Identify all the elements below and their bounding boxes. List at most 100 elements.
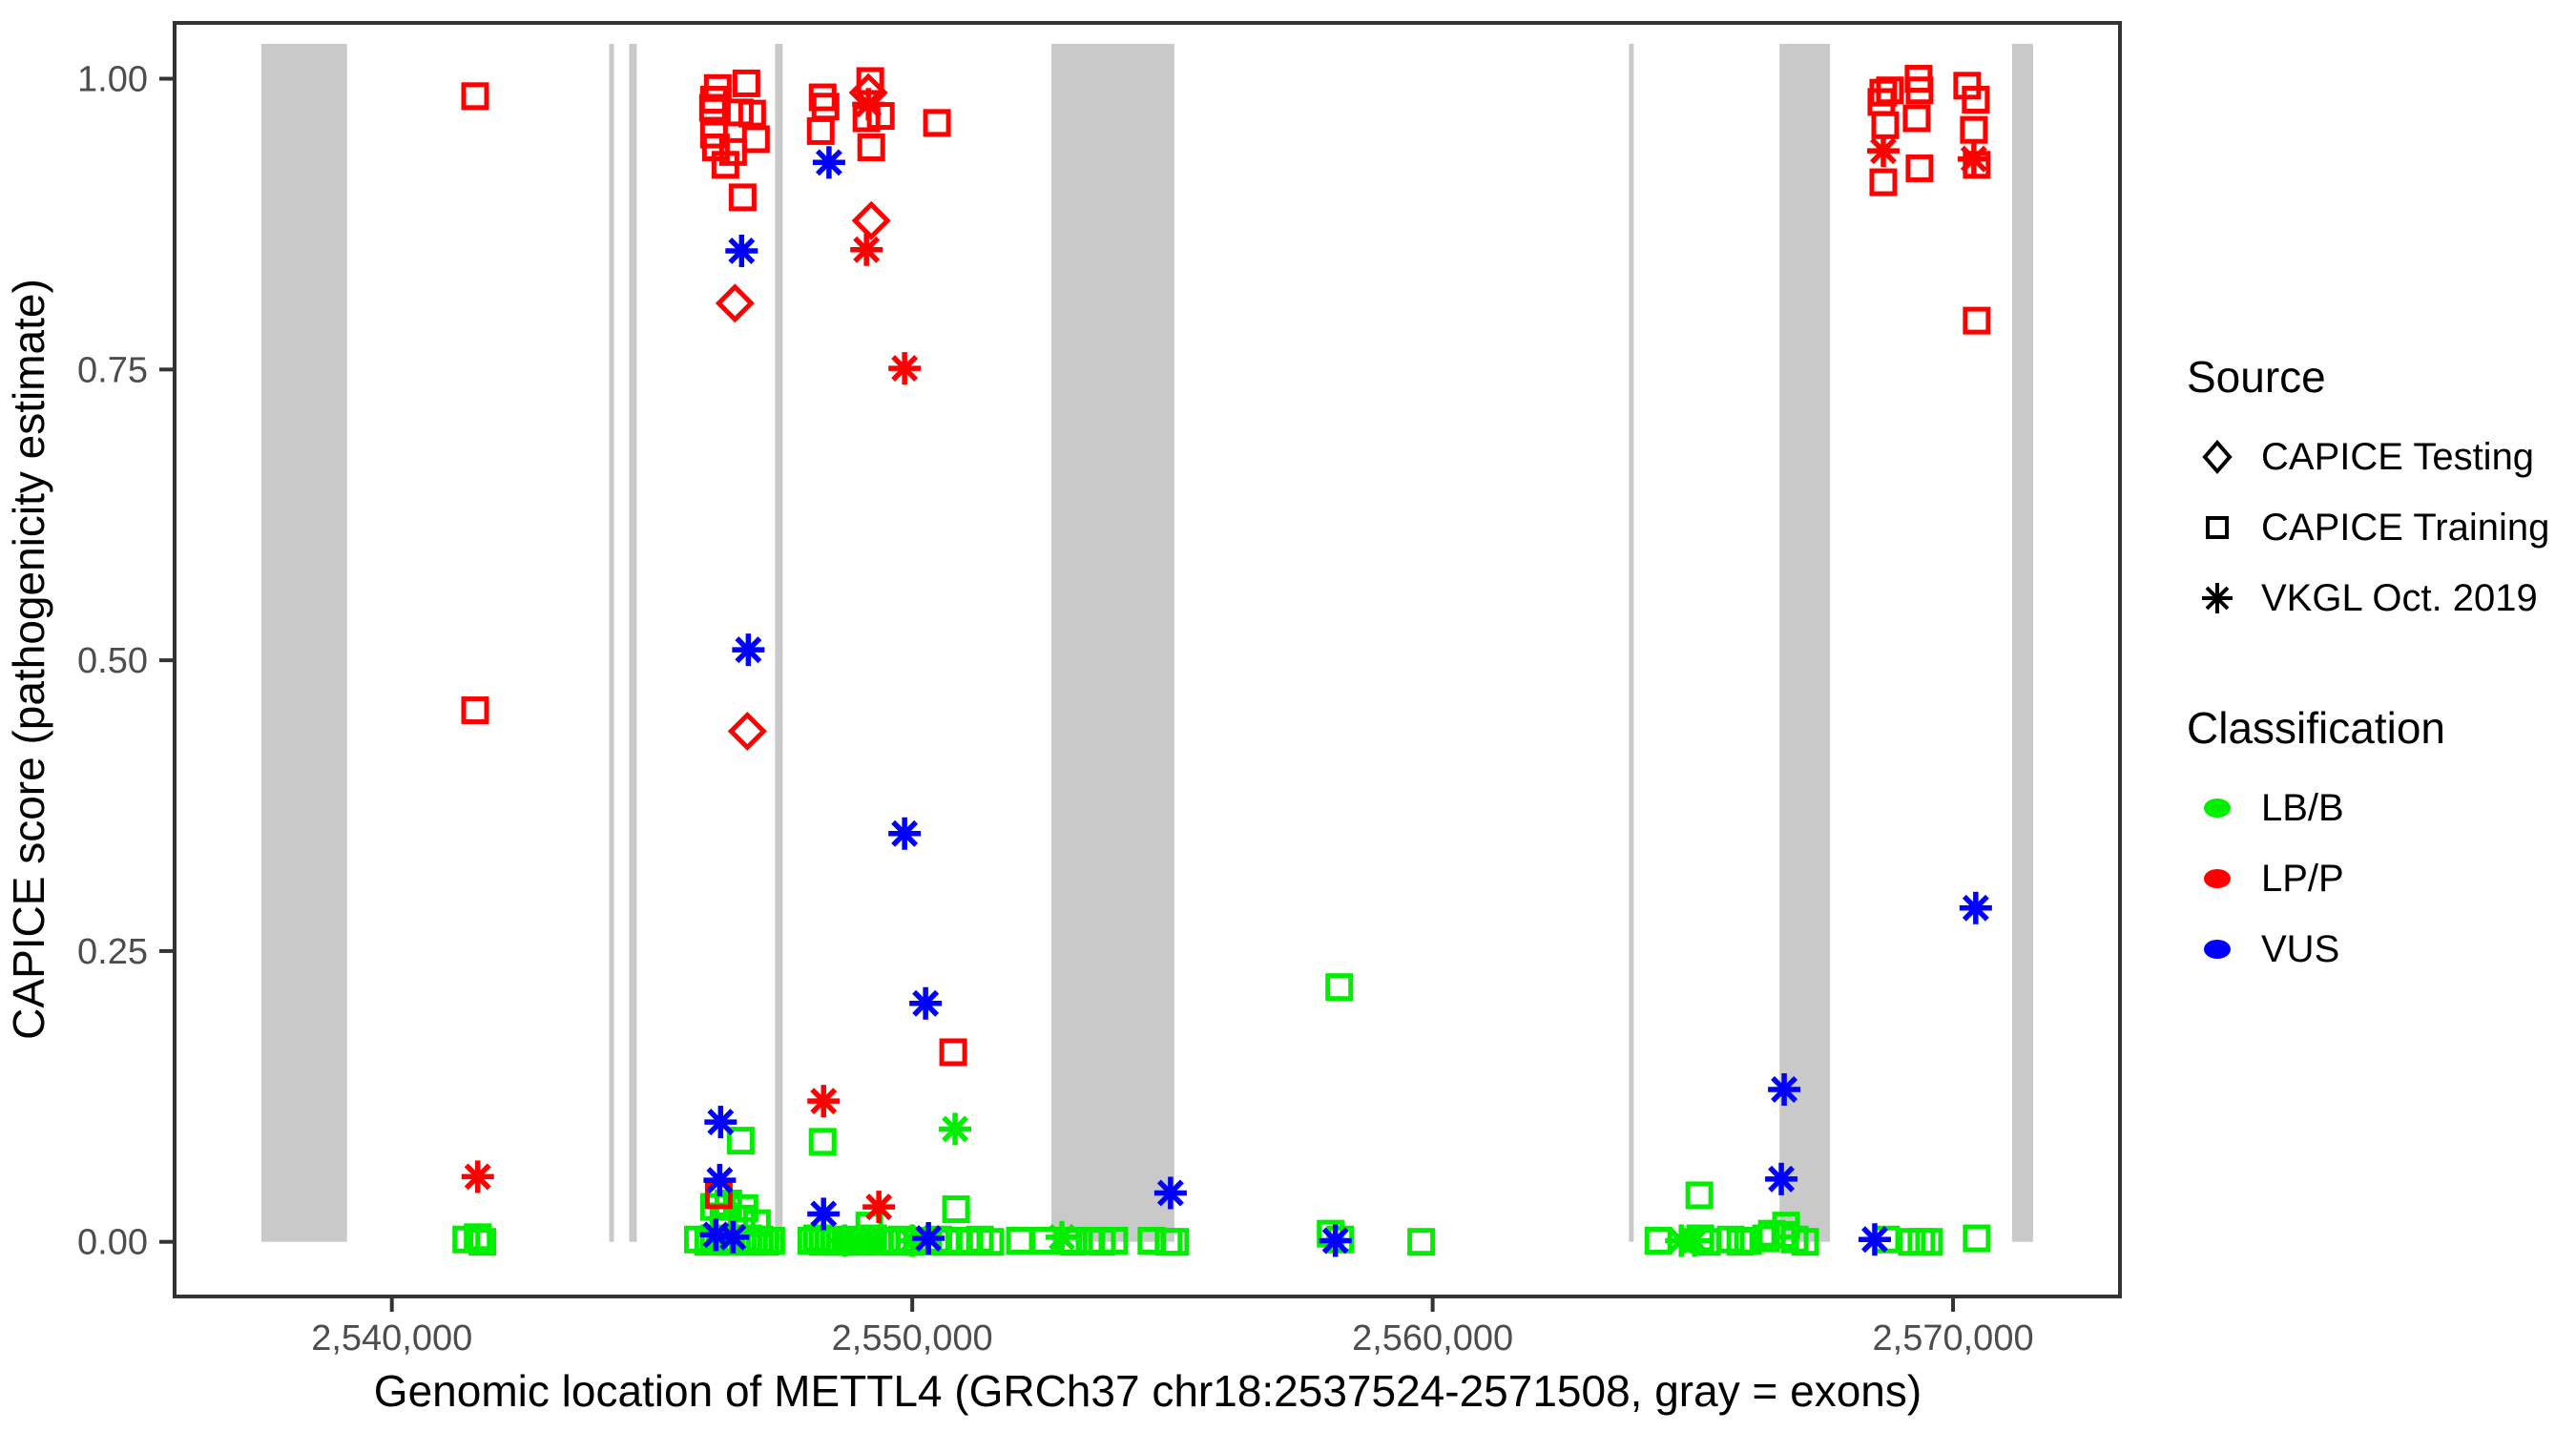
- data-point: [703, 1164, 737, 1197]
- y-tick-label: 0.00: [77, 1223, 148, 1263]
- y-tick-label: 0.25: [77, 932, 148, 972]
- data-point: [1960, 115, 1988, 144]
- data-point: [698, 93, 727, 122]
- legend-source-title: Source: [2187, 352, 2326, 402]
- data-point: [1319, 1224, 1352, 1257]
- data-point: [1963, 151, 1991, 179]
- legend-item-vkgl: VKGL Oct. 2019: [2187, 563, 2568, 633]
- data-point: [1858, 1223, 1891, 1256]
- data-point: [942, 1195, 970, 1224]
- exon-band: [1779, 43, 1831, 1242]
- legend-classification-title: Classification: [2187, 703, 2445, 753]
- legend-item-capice-testing: CAPICE Testing: [2187, 422, 2568, 492]
- data-point: [1686, 1224, 1714, 1253]
- data-point: [939, 1038, 967, 1067]
- data-point: [1869, 168, 1898, 197]
- data-point: [807, 1085, 841, 1118]
- x-tick-label: 2,560,000: [1352, 1318, 1513, 1358]
- data-point: [715, 283, 755, 323]
- data-point: [866, 102, 895, 131]
- vus-swatch-icon: [2187, 926, 2248, 972]
- data-point: [461, 82, 489, 111]
- data-point: [461, 1160, 494, 1193]
- data-point: [704, 1106, 737, 1139]
- data-point: [741, 125, 770, 154]
- y-tick-label: 0.50: [77, 641, 148, 681]
- data-point: [976, 1228, 1005, 1256]
- data-point: [1768, 1072, 1801, 1106]
- data-point: [1765, 1162, 1798, 1195]
- legend-gap: [2187, 633, 2568, 702]
- axes: 2,540,000 2,550,000 2,560,000 2,570,000 0.00…: [77, 60, 2034, 1358]
- legend-item-lpp: LP/P: [2187, 843, 2568, 914]
- legend-item-vus: VUS: [2187, 914, 2568, 985]
- data-point: [728, 183, 757, 212]
- data-point: [806, 116, 835, 145]
- x-tick-label: 2,570,000: [1873, 1318, 2034, 1358]
- data-point: [1962, 85, 1990, 114]
- data-point: [1953, 72, 1982, 100]
- asterisk-icon: [2187, 575, 2248, 621]
- data-point: [1871, 111, 1900, 139]
- data-point: [888, 352, 922, 385]
- data-point: [726, 1127, 755, 1155]
- data-point: [732, 633, 765, 667]
- lbb-swatch-icon: [2187, 785, 2248, 831]
- data-point: [1685, 1181, 1714, 1210]
- data-point: [757, 1226, 785, 1255]
- data-point: [912, 1222, 945, 1255]
- legend-item-label: LB/B: [2261, 786, 2344, 829]
- legend-item-label: LP/P: [2261, 857, 2344, 900]
- panel-frame: [173, 21, 2122, 1298]
- x-axis-title: Genomic location of METTL4 (GRCh37 chr18…: [374, 1366, 1922, 1416]
- legend-item-capice-training: CAPICE Training: [2187, 492, 2568, 563]
- data-point: [1866, 135, 1900, 168]
- data-point: [1407, 1228, 1436, 1256]
- y-axis-title: CAPICE score (pathogenicity estimate): [4, 279, 53, 1040]
- data-point: [711, 151, 739, 179]
- data-point: [1325, 973, 1354, 1002]
- data-point: [1959, 891, 1992, 924]
- diamond-icon: [2187, 434, 2248, 480]
- data-point: [1963, 306, 1991, 335]
- legend-item-lbb: LB/B: [2187, 773, 2568, 843]
- data-point: [1006, 1226, 1034, 1255]
- data-points: [452, 65, 1992, 1257]
- data-point: [1059, 1228, 1088, 1256]
- exon-band: [260, 43, 347, 1242]
- data-point: [1161, 1228, 1190, 1256]
- data-point: [1100, 1226, 1129, 1255]
- data-point: [923, 109, 951, 137]
- data-point: [468, 1228, 497, 1256]
- data-point: [1153, 1176, 1187, 1210]
- data-point: [732, 69, 760, 97]
- data-point: [909, 986, 943, 1020]
- exon-band: [629, 43, 637, 1242]
- data-point: [737, 99, 766, 128]
- data-point: [888, 817, 922, 850]
- legend-item-label: VKGL Oct. 2019: [2261, 576, 2538, 619]
- y-tick-label: 0.75: [77, 350, 148, 390]
- exon-band: [609, 43, 614, 1242]
- data-point: [1905, 76, 1934, 105]
- legend-item-label: CAPICE Testing: [2261, 435, 2535, 478]
- data-point: [727, 711, 767, 752]
- legend-item-label: CAPICE Training: [2261, 506, 2550, 549]
- exon-band: [1051, 43, 1174, 1242]
- data-point: [1772, 1212, 1800, 1240]
- legend: Source CAPICE Testing CAPICE Training: [2187, 351, 2568, 985]
- legend-classification: Classification LB/B LP/P VUS: [2187, 702, 2568, 985]
- data-point: [1791, 1228, 1819, 1256]
- data-point: [1963, 1224, 1991, 1253]
- data-point: [1915, 1228, 1943, 1256]
- data-point: [852, 104, 881, 133]
- data-point: [464, 1223, 492, 1252]
- x-tick-label: 2,550,000: [832, 1318, 993, 1358]
- data-point: [461, 696, 489, 725]
- data-point: [1902, 104, 1931, 133]
- data-point: [742, 1209, 771, 1237]
- data-point: [857, 133, 885, 161]
- data-point: [1957, 142, 1990, 176]
